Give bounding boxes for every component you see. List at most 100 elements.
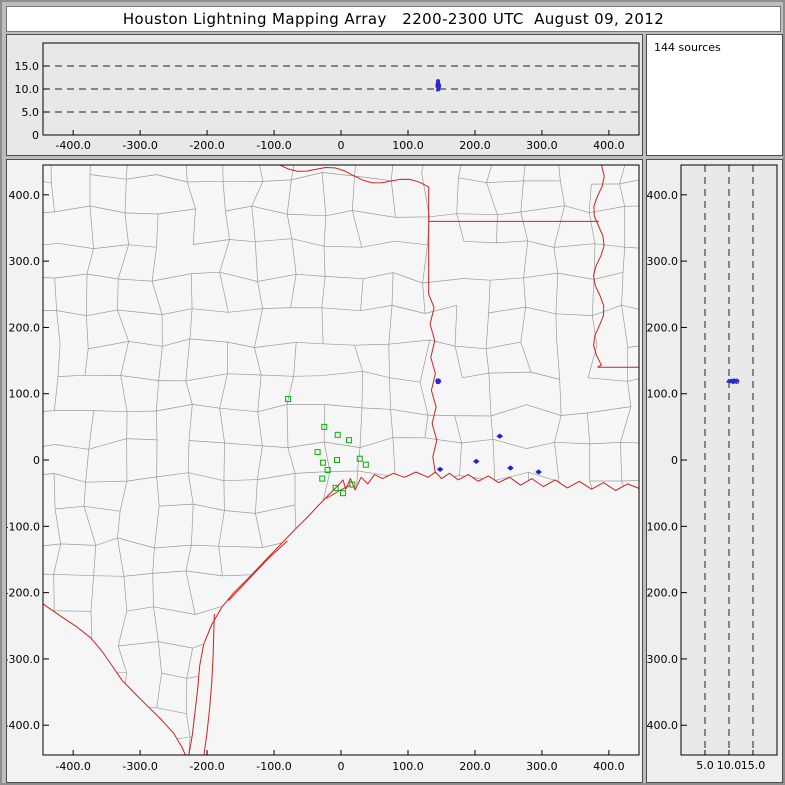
altitude-ns-plot[interactable]: 400.0 300.0 200.0 100.0 0 -100.0 -200.0 -300.0 -…: [647, 160, 782, 782]
water-feature: [507, 465, 514, 471]
ns-tick-label: -100.0: [647, 520, 678, 533]
source-point: [736, 378, 738, 381]
state-border: [43, 603, 187, 755]
source-point: [437, 81, 439, 84]
ns-tick-label: -200.0: [647, 587, 678, 600]
station-marker: [356, 455, 363, 462]
water-feature: [535, 469, 542, 475]
source-point: [730, 381, 732, 384]
map-background: [43, 165, 639, 755]
source-point: [437, 79, 439, 81]
station-marker: [319, 475, 326, 482]
ew-tick-label: -200.0: [189, 139, 224, 152]
source-point: [435, 380, 437, 382]
ew-tick-label: -100.0: [256, 760, 291, 773]
station-marker: [349, 481, 356, 488]
ns-tick-label: 400.0: [647, 189, 678, 202]
altitude-ns-panel: 400.0 300.0 200.0 100.0 0 -100.0 -200.0 -300.0 -…: [646, 159, 783, 783]
source-point: [438, 88, 441, 91]
altitude-ew-plot[interactable]: 15.0 10.0 5.0 0 -400.0 -300.0 -200.0 -100.0 0 100…: [7, 35, 642, 155]
ew-tick-label: 0: [338, 139, 345, 152]
source-point: [439, 83, 441, 85]
source-point: [733, 381, 736, 383]
ew-tick-label: 300.0: [526, 760, 558, 773]
ns-tick-label: 200.0: [647, 321, 678, 334]
plan-view-panel: -400.0 -300.0 -200.0 -100.0 0 100.0 200.0 300.0…: [6, 159, 643, 783]
water-feature: [496, 433, 504, 439]
ew-tick-label: -100.0: [256, 139, 291, 152]
title-bar: Houston Lightning Mapping Array 2200-230…: [6, 6, 781, 32]
state-border: [428, 186, 438, 474]
ns-tick-label: -300.0: [7, 653, 40, 666]
station-marker: [334, 431, 341, 438]
ns-tick-label: 300.0: [647, 255, 678, 268]
ew-tick-label: -200.0: [189, 760, 224, 773]
alt-tick-label: 5.0: [696, 759, 714, 772]
state-border: [188, 471, 639, 755]
alt-tick-label: 15.0: [741, 759, 766, 772]
ns-tick-label: 100.0: [9, 388, 41, 401]
ew-tick-label: -300.0: [122, 139, 157, 152]
station-marker: [346, 437, 353, 444]
source-point: [438, 80, 440, 82]
ew-tick-label: 400.0: [593, 139, 625, 152]
source-count-panel: 144 sources: [646, 34, 783, 156]
source-point: [737, 379, 739, 381]
station-marker: [332, 484, 339, 491]
source-point: [436, 83, 439, 85]
ns-tick-label: 0: [671, 454, 678, 467]
source-point: [438, 379, 440, 381]
alt-tick-label: 10.0: [717, 759, 742, 772]
source-point: [437, 83, 440, 86]
page-title: Houston Lightning Mapping Array 2200-230…: [122, 10, 665, 28]
ew-tick-label: 100.0: [392, 760, 424, 773]
source-point: [736, 380, 739, 382]
station-marker: [285, 396, 292, 403]
source-point: [436, 378, 438, 381]
station-marker: [319, 459, 326, 466]
ew-tick-label: 100.0: [392, 139, 424, 152]
station-marker: [321, 423, 328, 430]
source-point: [435, 380, 437, 383]
water-feature: [472, 458, 480, 464]
station-marker: [333, 457, 340, 464]
source-point: [439, 85, 441, 87]
ew-tick-label: -400.0: [55, 139, 90, 152]
source-point: [436, 87, 438, 89]
source-point: [438, 86, 440, 89]
source-point: [738, 380, 740, 382]
source-point: [727, 379, 730, 381]
alt-tick-label: 5.0: [22, 106, 40, 119]
ns-tick-label: -300.0: [647, 653, 678, 666]
ns-tick-label: 200.0: [9, 321, 41, 334]
source-point: [438, 79, 441, 82]
source-point: [439, 380, 441, 382]
station-marker: [340, 490, 347, 497]
state-border: [326, 484, 351, 499]
source-point: [436, 381, 439, 383]
map-layers: [43, 165, 639, 755]
source-point: [437, 88, 440, 91]
source-point: [730, 379, 732, 381]
state-border: [593, 165, 605, 368]
alt-tick-label: 0: [32, 129, 39, 142]
ns-tick-label: -200.0: [7, 587, 40, 600]
source-point: [436, 79, 438, 82]
ew-tick-label: -400.0: [55, 760, 90, 773]
ns-tick-label: 300.0: [9, 255, 41, 268]
state-border: [203, 613, 215, 755]
source-point: [737, 382, 739, 384]
alt-tick-label: 10.0: [15, 83, 40, 96]
source-point: [731, 381, 734, 383]
source-point: [437, 379, 439, 382]
source-count-label: 144 sources: [654, 41, 721, 54]
source-point: [729, 380, 731, 383]
source-point: [733, 380, 736, 382]
source-point: [734, 379, 736, 381]
ns-tick-label: -400.0: [7, 719, 40, 732]
plan-view-map[interactable]: -400.0 -300.0 -200.0 -100.0 0 100.0 200.0 300.0…: [7, 160, 642, 782]
ns-tick-label: 400.0: [9, 189, 41, 202]
source-point: [735, 381, 737, 383]
source-point: [727, 380, 730, 382]
